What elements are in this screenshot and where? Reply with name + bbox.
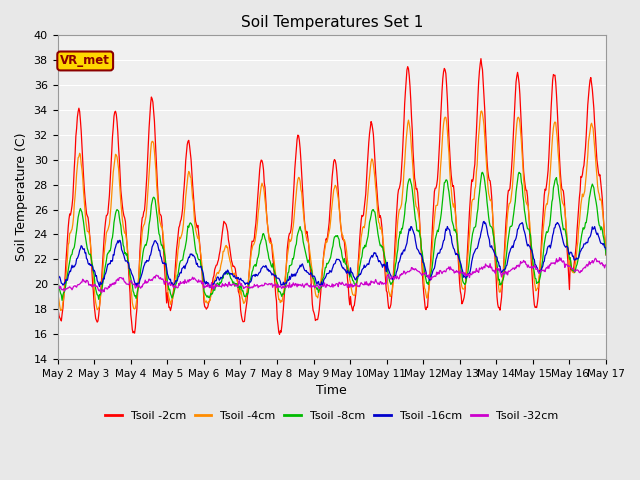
Tsoil -16cm: [63, 277, 71, 283]
Tsoil -8cm: [479, 169, 486, 175]
Tsoil -4cm: [57, 308, 65, 313]
Tsoil -16cm: [205, 281, 212, 287]
Tsoil -32cm: [121, 279, 129, 285]
Line: Tsoil -8cm: Tsoil -8cm: [58, 172, 606, 300]
Tsoil -2cm: [415, 209, 423, 215]
Tsoil -8cm: [65, 267, 72, 273]
Tsoil -4cm: [121, 230, 129, 236]
Tsoil -16cm: [206, 285, 214, 290]
Tsoil -2cm: [399, 137, 407, 143]
Tsoil -32cm: [98, 290, 106, 296]
Text: VR_met: VR_met: [60, 54, 110, 68]
Tsoil -2cm: [276, 332, 284, 337]
Title: Soil Temperatures Set 1: Soil Temperatures Set 1: [241, 15, 423, 30]
Tsoil -16cm: [415, 250, 423, 255]
Tsoil -8cm: [54, 275, 61, 280]
Tsoil -4cm: [65, 242, 72, 248]
Tsoil -32cm: [205, 285, 213, 290]
Tsoil -8cm: [415, 228, 423, 233]
Tsoil -32cm: [63, 285, 71, 291]
Tsoil -16cm: [602, 246, 610, 252]
Tsoil -8cm: [205, 295, 213, 300]
Legend: Tsoil -2cm, Tsoil -4cm, Tsoil -8cm, Tsoil -16cm, Tsoil -32cm: Tsoil -2cm, Tsoil -4cm, Tsoil -8cm, Tsoi…: [100, 407, 563, 425]
Line: Tsoil -32cm: Tsoil -32cm: [58, 258, 606, 293]
Tsoil -4cm: [205, 298, 213, 304]
X-axis label: Time: Time: [316, 384, 347, 397]
Tsoil -32cm: [54, 284, 61, 289]
Tsoil -8cm: [177, 258, 184, 264]
Tsoil -8cm: [58, 298, 66, 303]
Tsoil -2cm: [477, 56, 484, 61]
Tsoil -4cm: [415, 215, 423, 221]
Tsoil -4cm: [177, 236, 184, 241]
Tsoil -8cm: [602, 252, 610, 258]
Tsoil -2cm: [205, 300, 212, 306]
Tsoil -4cm: [478, 108, 486, 114]
Tsoil -8cm: [121, 251, 129, 256]
Tsoil -16cm: [480, 218, 488, 224]
Tsoil -2cm: [602, 252, 610, 258]
Tsoil -16cm: [399, 248, 407, 254]
Tsoil -2cm: [63, 236, 71, 241]
Tsoil -32cm: [399, 271, 407, 276]
Tsoil -8cm: [399, 221, 407, 227]
Line: Tsoil -2cm: Tsoil -2cm: [58, 59, 606, 335]
Line: Tsoil -4cm: Tsoil -4cm: [58, 111, 606, 311]
Tsoil -32cm: [177, 279, 184, 285]
Tsoil -32cm: [602, 262, 610, 267]
Tsoil -16cm: [120, 252, 128, 258]
Tsoil -4cm: [602, 247, 610, 253]
Line: Tsoil -16cm: Tsoil -16cm: [58, 221, 606, 288]
Tsoil -4cm: [399, 183, 407, 189]
Y-axis label: Soil Temperature (C): Soil Temperature (C): [15, 133, 28, 262]
Tsoil -4cm: [54, 286, 61, 291]
Tsoil -2cm: [120, 213, 128, 218]
Tsoil -32cm: [556, 255, 563, 261]
Tsoil -32cm: [415, 269, 423, 275]
Tsoil -2cm: [176, 223, 184, 228]
Tsoil -16cm: [54, 270, 61, 276]
Tsoil -16cm: [176, 271, 184, 276]
Tsoil -2cm: [54, 298, 61, 303]
